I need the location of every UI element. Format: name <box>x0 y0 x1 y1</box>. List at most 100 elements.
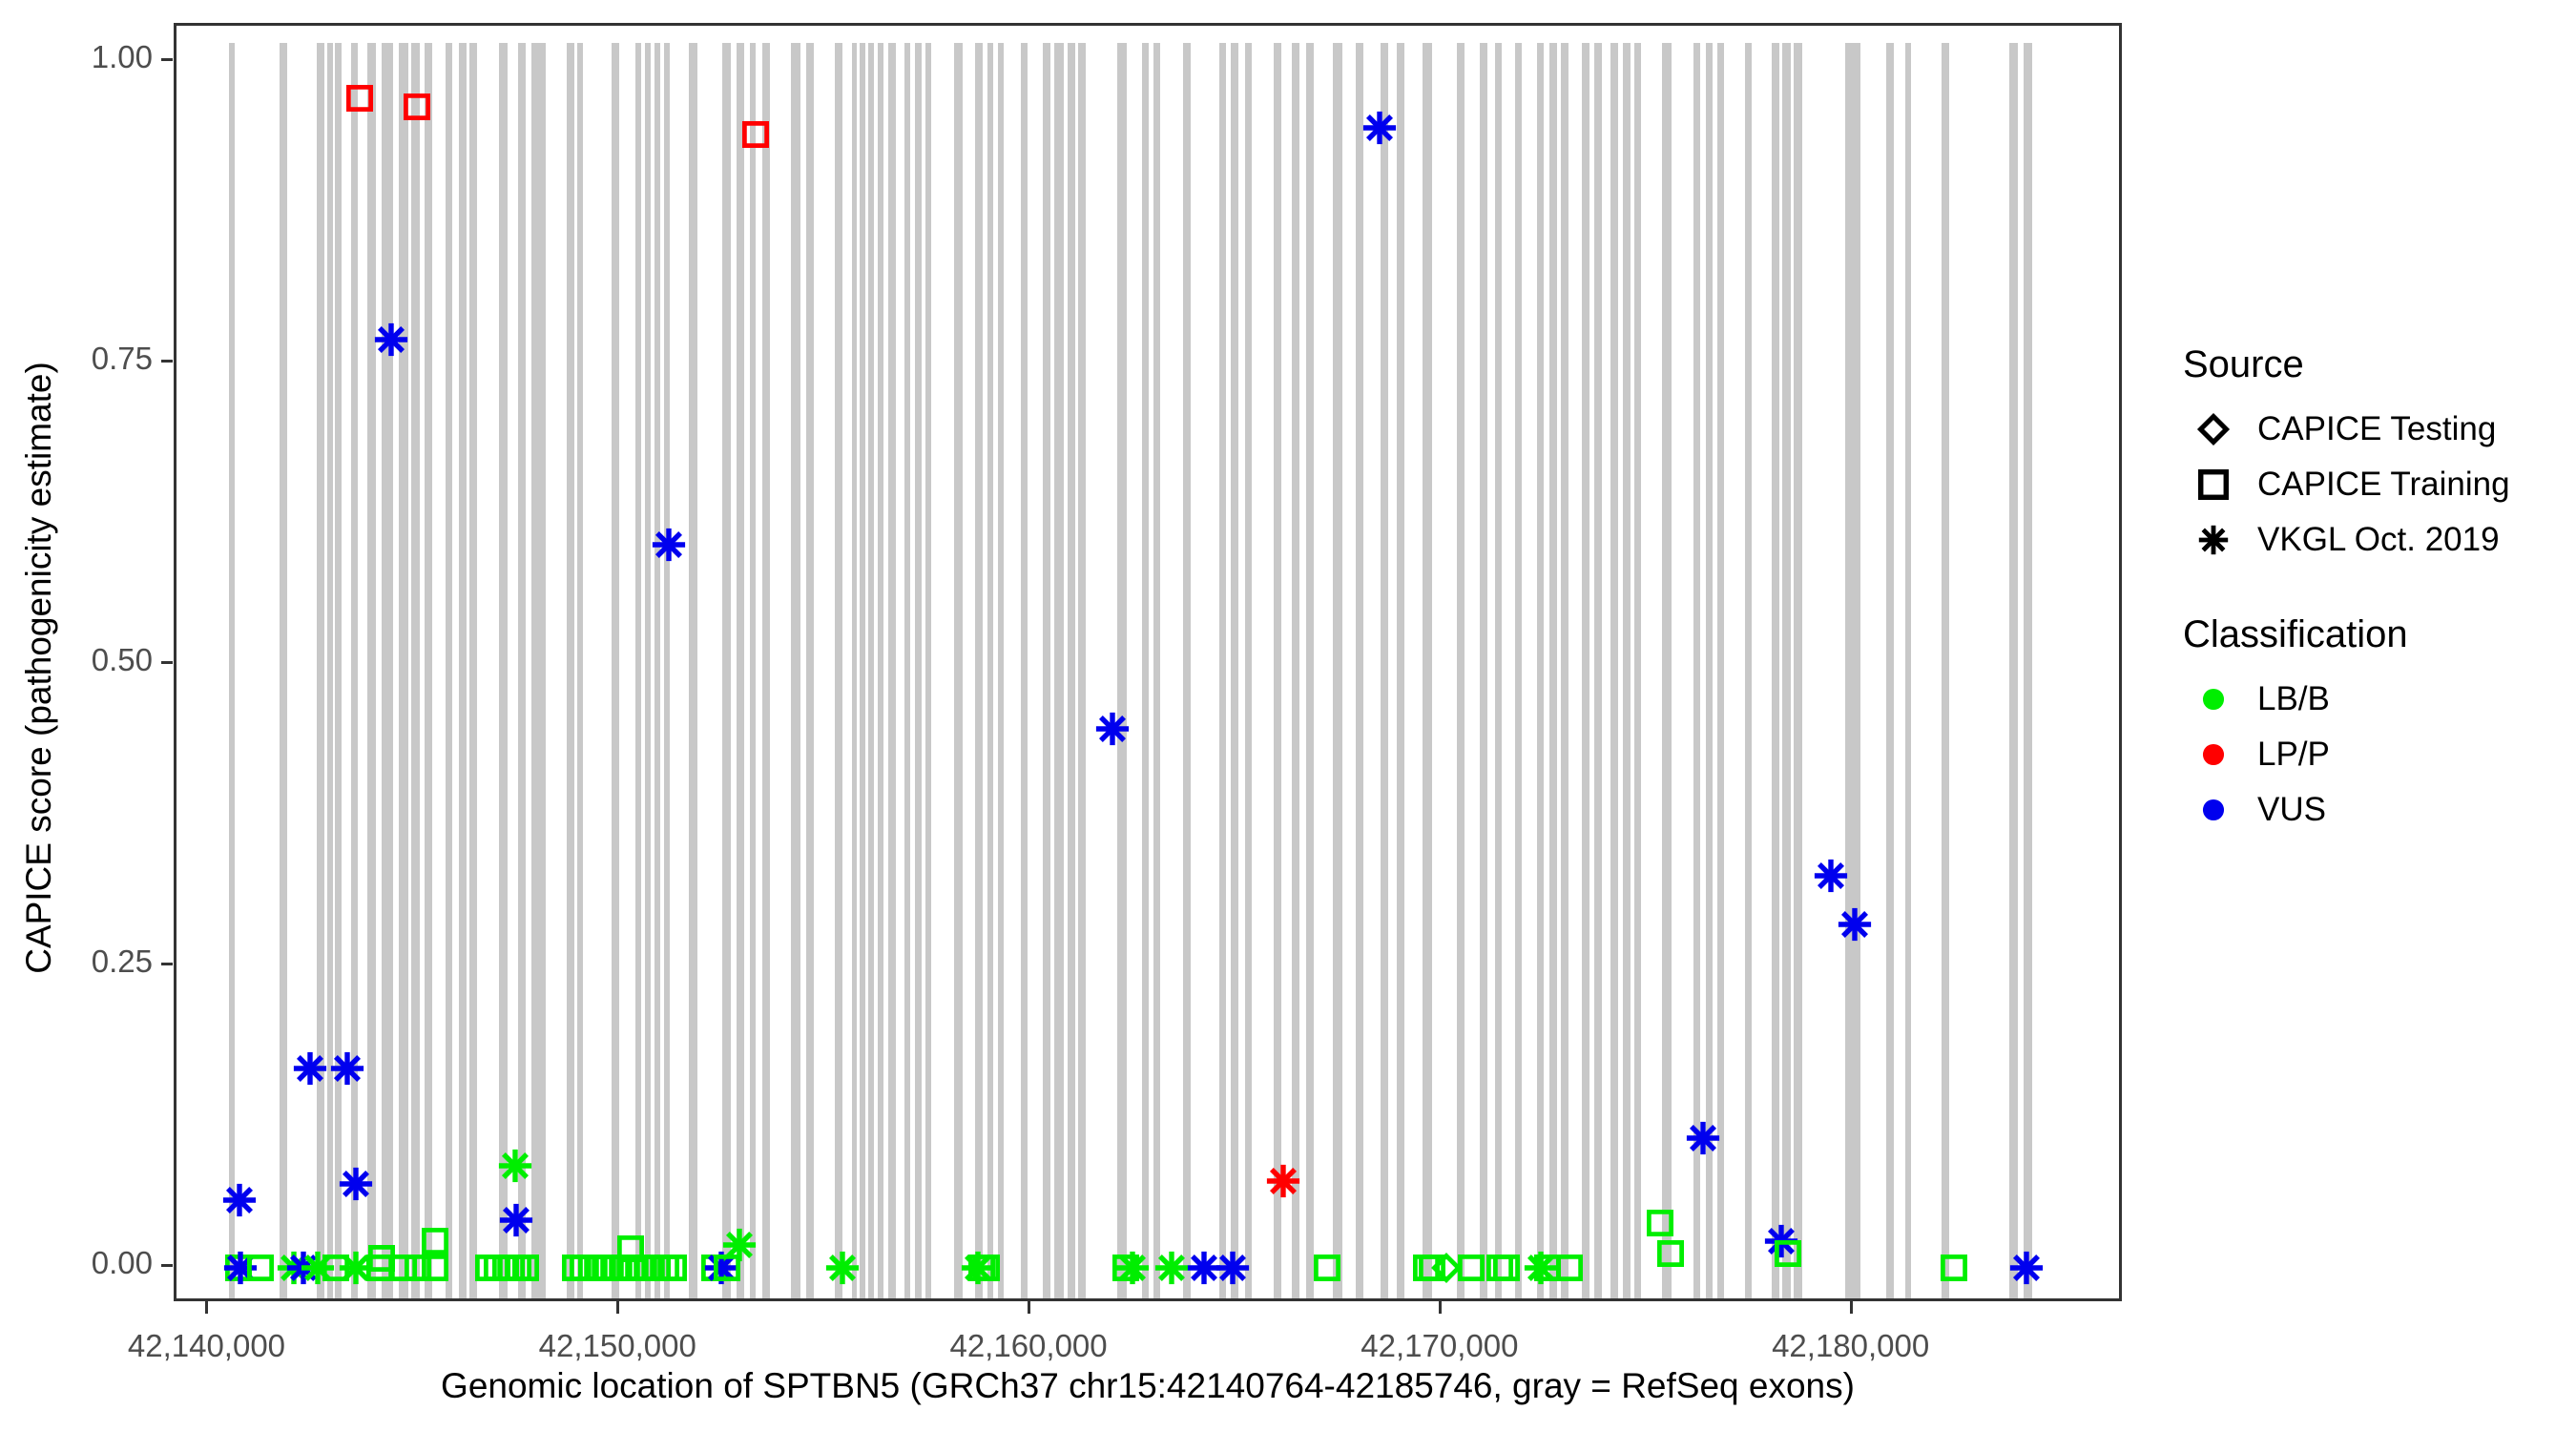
exon-band <box>1793 43 1803 1298</box>
exon-band <box>1141 43 1150 1298</box>
exon-band <box>567 43 574 1298</box>
x-tick-mark <box>616 1301 620 1314</box>
exon-band <box>924 43 931 1298</box>
data-point <box>561 1255 589 1282</box>
exon-band <box>424 43 432 1298</box>
legend-item-label: CAPICE Testing <box>2257 410 2497 447</box>
y-tick-mark <box>161 359 173 363</box>
exon-band <box>761 43 771 1298</box>
exon-band <box>1333 43 1342 1298</box>
exon-band <box>327 43 333 1298</box>
data-point <box>1686 1121 1720 1155</box>
exon-band <box>1397 43 1405 1298</box>
exon-band <box>736 43 744 1298</box>
exon-band <box>612 43 619 1298</box>
data-point <box>247 1255 275 1282</box>
x-tick-label: 42,180,000 <box>1772 1328 1930 1363</box>
exon-band <box>1904 43 1911 1298</box>
exon-band <box>1274 43 1281 1298</box>
exon-band <box>499 43 509 1298</box>
exon-band <box>1771 43 1780 1298</box>
exon-band <box>1245 43 1252 1298</box>
y-tick-mark <box>161 661 173 664</box>
exon-band <box>1054 43 1064 1298</box>
y-tick-label: 0.50 <box>91 642 153 677</box>
exon-band <box>791 43 800 1298</box>
exon-band <box>888 43 896 1298</box>
exon-band <box>1381 43 1388 1298</box>
asterisk-icon <box>2183 512 2244 568</box>
exon-band <box>1744 43 1753 1298</box>
exon-band <box>1634 43 1641 1298</box>
exon-band <box>1594 43 1603 1298</box>
exon-band <box>2024 43 2032 1298</box>
exon-band <box>1067 43 1075 1298</box>
square-icon <box>2183 457 2244 512</box>
exon-band <box>1306 43 1315 1298</box>
x-tick-label: 42,170,000 <box>1361 1328 1519 1363</box>
exon-band <box>1548 43 1557 1298</box>
dot-icon <box>2183 782 2244 838</box>
exon-band <box>1423 43 1432 1298</box>
exon-band <box>852 43 858 1298</box>
exon-band <box>688 43 698 1298</box>
x-axis-title: Genomic location of SPTBN5 (GRCh37 chr15… <box>441 1366 1855 1405</box>
exon-band <box>1043 43 1050 1298</box>
exon-band <box>954 43 963 1298</box>
exon-band <box>1561 43 1568 1298</box>
exon-band <box>2009 43 2018 1298</box>
exon-band <box>1942 43 1949 1298</box>
exon-band <box>1456 43 1465 1298</box>
exon-band <box>877 43 883 1298</box>
exon-band <box>228 43 236 1298</box>
exon-band <box>1356 43 1363 1298</box>
exon-band <box>663 43 670 1298</box>
exon-band <box>351 43 359 1298</box>
exon-band <box>860 43 866 1298</box>
exon-band <box>1494 43 1502 1298</box>
exon-band <box>1218 43 1226 1298</box>
exon-band <box>1582 43 1590 1298</box>
dot-icon <box>2183 727 2244 782</box>
y-tick-mark <box>161 963 173 966</box>
exon-band <box>530 43 546 1298</box>
data-point <box>1187 1251 1221 1285</box>
exon-band <box>1782 43 1791 1298</box>
exon-band <box>721 43 732 1298</box>
data-point <box>586 1255 613 1282</box>
legend-group-source: Source CAPICE Testing CAPICE Training VKG… <box>2183 343 2565 568</box>
exon-band <box>987 43 994 1298</box>
exon-band <box>469 43 478 1298</box>
x-tick-mark <box>1849 1301 1853 1314</box>
x-tick-label: 42,160,000 <box>949 1328 1108 1363</box>
legend-group-classification: Classification LB/B LP/P VUS <box>2183 613 2565 838</box>
data-point <box>619 1255 647 1282</box>
legend-item[interactable]: CAPICE Training <box>2183 457 2565 512</box>
legend-item[interactable]: VKGL Oct. 2019 <box>2183 512 2565 568</box>
exon-band <box>749 43 756 1298</box>
exon-band <box>645 43 652 1298</box>
legend-item[interactable]: CAPICE Testing <box>2183 402 2565 457</box>
exon-band <box>1183 43 1192 1298</box>
exon-band <box>1610 43 1618 1298</box>
x-tick-mark <box>1438 1301 1442 1314</box>
legend-item[interactable]: VUS <box>2183 782 2565 838</box>
legend-item-label: LP/P <box>2257 736 2330 773</box>
exon-band <box>1116 43 1127 1298</box>
y-tick-label: 0.75 <box>91 340 153 376</box>
legend-item[interactable]: LB/B <box>2183 672 2565 727</box>
legend-item[interactable]: LP/P <box>2183 727 2565 782</box>
exon-band <box>1021 43 1028 1298</box>
exon-band <box>279 43 288 1298</box>
legend-group-title: Classification <box>2183 613 2408 655</box>
exon-band <box>577 43 584 1298</box>
exon-band <box>1536 43 1545 1298</box>
y-axis-title: CAPICE score (pathogenicity estimate) <box>19 362 58 974</box>
exon-band <box>518 43 527 1298</box>
exon-band <box>410 43 420 1298</box>
exon-band <box>805 43 814 1298</box>
diamond-icon <box>2183 402 2244 457</box>
data-point <box>1814 859 1848 893</box>
exon-band <box>1705 43 1713 1298</box>
dot-icon <box>2183 672 2244 727</box>
